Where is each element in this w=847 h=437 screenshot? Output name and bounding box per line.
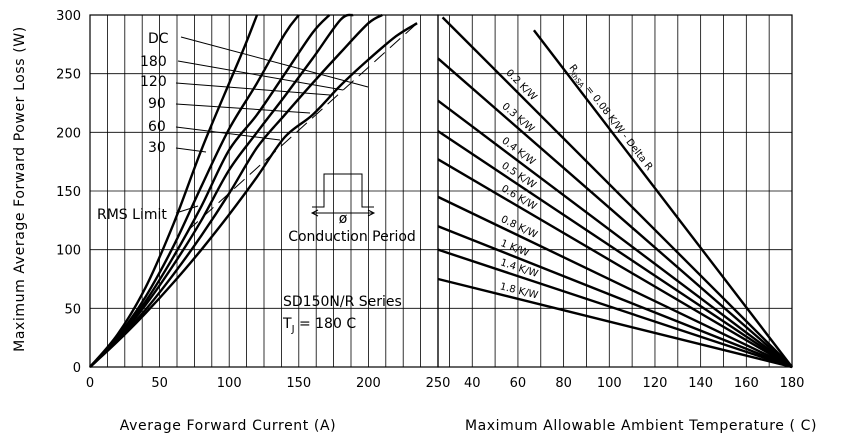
conduction-period-label: Conduction Period xyxy=(288,229,416,245)
junction-temp-value: = 180 C xyxy=(295,316,357,332)
series-title: SD150N/R Series xyxy=(283,294,402,310)
conduction-curve-60 xyxy=(89,14,300,368)
conduction-curve-30 xyxy=(89,14,259,368)
junction-temp-sub: J xyxy=(291,324,295,335)
junction-temp-label: TJ = 180 C xyxy=(282,316,356,335)
right-x-axis-label: Maximum Allowable Ambient Temperature ( … xyxy=(465,418,817,434)
y-tick-label: 0 xyxy=(73,361,81,376)
right-x-tick-label: 40 xyxy=(464,376,481,391)
rth-line-6 xyxy=(437,195,793,369)
rth-line-8 xyxy=(437,248,793,369)
phi-symbol: ø xyxy=(339,211,348,227)
rth-label-0: RthSA = 0.08 K/W - Delta R xyxy=(565,63,655,174)
left-x-tick-label: 200 xyxy=(356,376,381,391)
left-x-tick-label: 150 xyxy=(286,376,311,391)
right-x-tick-label: 100 xyxy=(597,376,622,391)
conduction-curve-90 xyxy=(89,14,331,368)
y-tick-label: 300 xyxy=(56,9,81,24)
curve-label-dc: DC xyxy=(148,31,169,47)
right-x-tick-label: 140 xyxy=(688,376,713,391)
rms-limit-leader xyxy=(175,205,199,214)
rth-line-5 xyxy=(437,158,793,369)
phi-arrow-right xyxy=(367,209,376,217)
rth-line-0 xyxy=(532,29,793,368)
rth-line-2 xyxy=(437,57,793,368)
right-x-tick-label: 120 xyxy=(643,376,668,391)
rth-line-3 xyxy=(437,99,793,368)
right-plot-frame xyxy=(437,14,793,368)
left-x-tick-label: 250 xyxy=(426,376,451,391)
y-tick-label: 100 xyxy=(56,244,81,259)
curve-leader-120 xyxy=(175,82,331,96)
rth-line-1 xyxy=(441,16,793,368)
y-tick-label: 150 xyxy=(56,185,81,200)
conduction-period-inset: ø Conduction Period xyxy=(288,173,416,245)
y-tick-label: 250 xyxy=(56,68,81,83)
left-x-axis-label: Average Forward Current (A) xyxy=(120,418,336,434)
conduction-curve-dc xyxy=(89,22,418,368)
curve-label-180: 180 xyxy=(140,54,167,70)
conduction-curve-120 xyxy=(89,13,354,368)
junction-temp-t: T xyxy=(282,316,292,332)
rth-line-9 xyxy=(437,277,793,369)
right-x-tick-label: 80 xyxy=(555,376,572,391)
curve-leader-90 xyxy=(175,103,311,114)
rth-line-4 xyxy=(437,130,793,368)
y-tick-label: 50 xyxy=(64,302,81,317)
rth-line-7 xyxy=(437,225,793,369)
curve-label-60: 60 xyxy=(148,119,166,135)
curve-label-90: 90 xyxy=(148,96,166,112)
right-x-tick-label: 60 xyxy=(510,376,527,391)
y-axis-label: Maximum Average Forward Power Loss (W) xyxy=(12,26,28,352)
left-x-tick-label: 50 xyxy=(151,376,168,391)
left-x-tick-label: 100 xyxy=(217,376,242,391)
curve-leader-180 xyxy=(177,60,344,91)
phi-arrow-left xyxy=(310,209,319,217)
left-x-tick-label: 0 xyxy=(86,376,94,391)
rms-limit-line xyxy=(187,22,418,232)
curve-label-30: 30 xyxy=(148,140,166,156)
curve-leader-dc xyxy=(180,36,369,88)
rms-limit-label: RMS Limit xyxy=(97,207,167,223)
curve-leader-60 xyxy=(175,126,281,141)
conduction-curve-180 xyxy=(89,13,383,368)
curve-label-120: 120 xyxy=(140,74,167,90)
right-x-tick-label: 180 xyxy=(780,376,805,391)
square-wave-symbol xyxy=(312,173,374,208)
y-tick-label: 200 xyxy=(56,126,81,141)
right-x-tick-label: 160 xyxy=(734,376,759,391)
curve-leader-30 xyxy=(175,147,207,153)
rth-label-1: 0.2 K/W xyxy=(503,68,538,103)
